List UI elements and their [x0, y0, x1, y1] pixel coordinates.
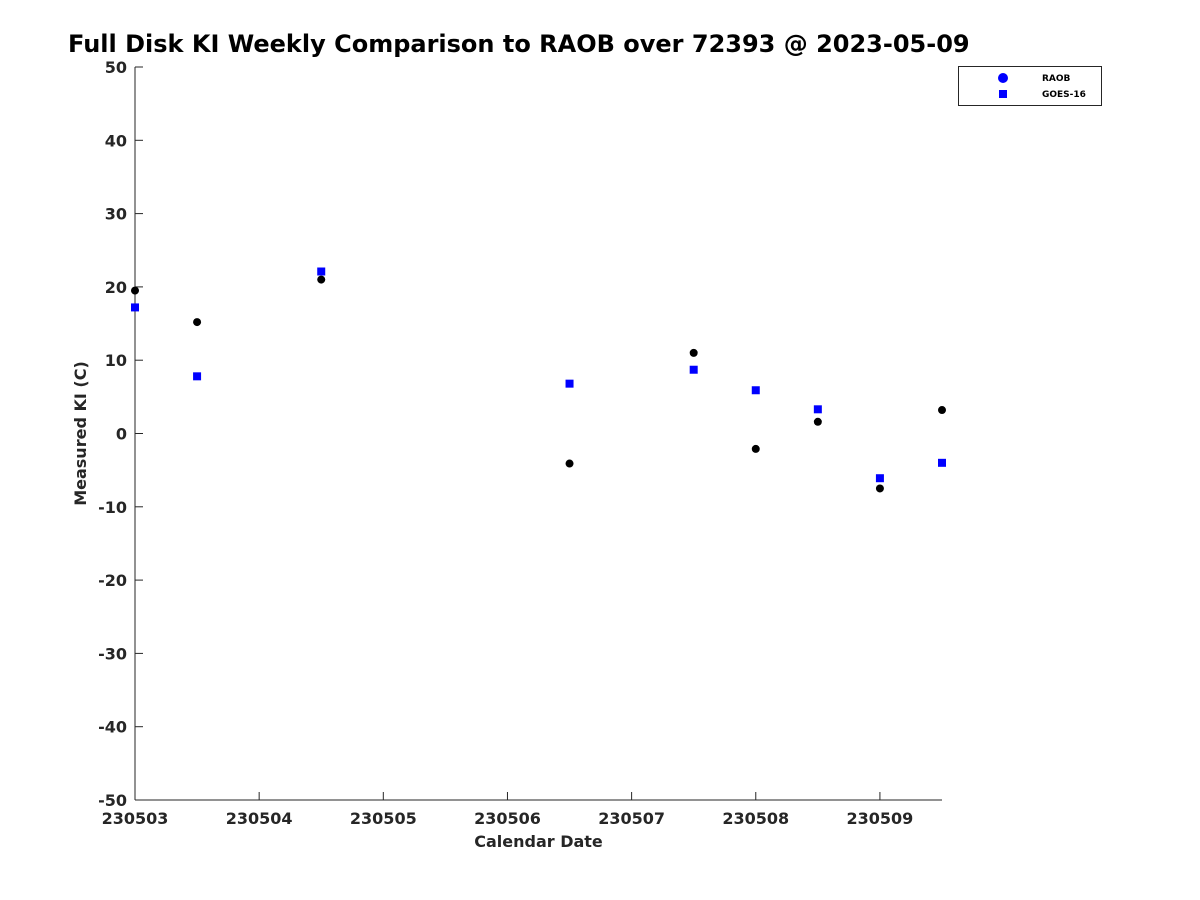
x-tick-label: 230504: [226, 809, 293, 828]
y-tick-label: -20: [98, 571, 127, 590]
y-tick-label: -40: [98, 718, 127, 737]
raob-point: [565, 459, 574, 468]
goes16-point: [193, 372, 202, 381]
y-axis-label: Measured KI (C): [71, 361, 90, 506]
data-points: [131, 267, 946, 493]
y-tick-label: 10: [105, 351, 127, 370]
x-tick-label: 230507: [598, 809, 665, 828]
y-tick-label: 30: [105, 205, 127, 224]
x-tick-label: 230509: [847, 809, 914, 828]
x-tick-label: 230505: [350, 809, 417, 828]
goes16-point: [938, 458, 946, 467]
legend-goes16-marker: [999, 90, 1007, 98]
raob-point: [689, 348, 698, 357]
y-tick-label: 50: [105, 58, 127, 77]
goes16-point: [131, 303, 139, 312]
y-tick-label: -30: [98, 644, 127, 663]
raob-point: [193, 318, 202, 327]
axes: [134, 67, 942, 801]
goes16-point: [689, 365, 698, 374]
goes16-point: [317, 267, 326, 276]
raob-point: [751, 444, 760, 453]
y-tick-label: 0: [116, 425, 127, 444]
legend-raob-marker: [998, 73, 1008, 83]
raob-point: [938, 406, 946, 415]
y-tick-label: -50: [98, 791, 127, 810]
y-tick-label: 40: [105, 131, 127, 150]
legend-label: RAOB: [1042, 74, 1071, 84]
legend-label: GOES-16: [1042, 90, 1086, 100]
chart-title: Full Disk KI Weekly Comparison to RAOB o…: [68, 30, 970, 58]
y-tick-label: -10: [98, 498, 127, 517]
goes16-point: [875, 474, 884, 483]
goes16-point: [751, 386, 760, 395]
x-axis-label: Calendar Date: [474, 832, 603, 851]
goes16-point: [813, 405, 822, 414]
raob-point: [875, 484, 884, 493]
y-ticks: 50 40 30 20 10 0 -10 -20 -30 -40 -50: [98, 58, 143, 810]
y-tick-label: 20: [105, 278, 127, 297]
legend-box: [958, 66, 1102, 106]
x-tick-label: 230503: [102, 809, 169, 828]
raob-point: [317, 275, 326, 284]
raob-point: [131, 286, 139, 295]
x-tick-label: 230506: [474, 809, 541, 828]
raob-point: [813, 417, 822, 426]
legend: RAOB GOES-16: [958, 66, 1102, 106]
x-ticks: 230503 230504 230505 230506 230507 230508 2305…: [102, 792, 914, 828]
x-tick-label: 230508: [722, 809, 789, 828]
goes16-point: [565, 379, 574, 388]
